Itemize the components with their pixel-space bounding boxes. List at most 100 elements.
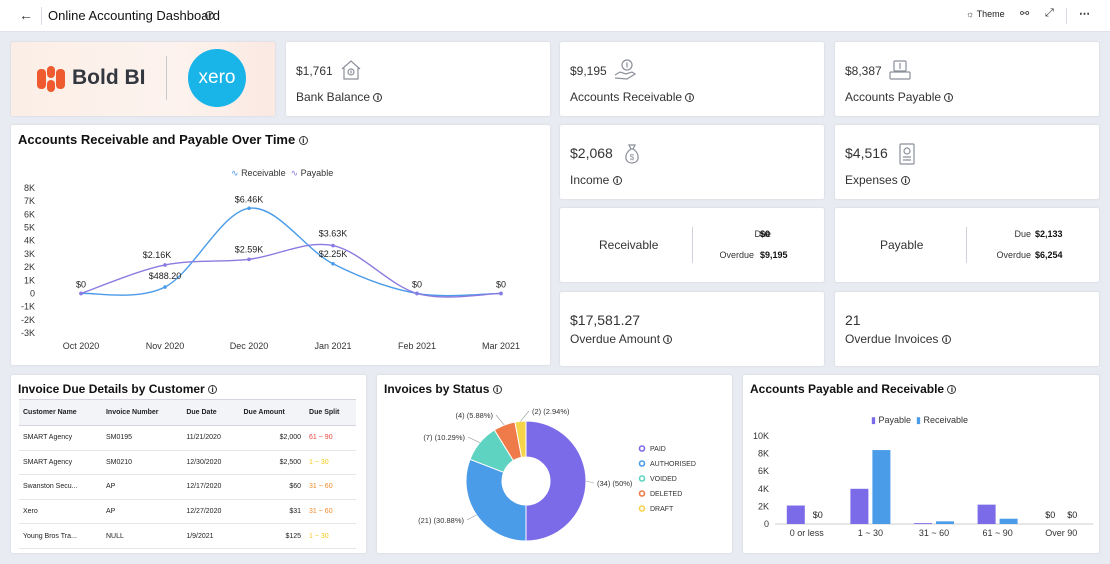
legend-receivable[interactable]: Receivable <box>241 168 286 178</box>
y-tick-label: 3K <box>24 249 35 259</box>
boldbi-logo-text: Bold BI <box>72 66 146 89</box>
receivable-bar <box>872 450 891 524</box>
label-text: Accounts Payable <box>845 90 942 104</box>
back-arrow-icon[interactable]: ← <box>19 7 33 23</box>
table-row[interactable]: Young Bros Tra... NULL 1/9/2021 $125 1 ~ 30 <box>19 523 356 549</box>
table-cell-customer: Swanston Secu... <box>19 474 102 500</box>
legend-marker <box>638 490 646 497</box>
boldbi-logo-icon <box>37 66 65 92</box>
zero-label: $0 <box>1067 510 1077 520</box>
bank-balance-card: $1,761 Bank Balance i <box>286 42 550 116</box>
cash-register-icon <box>888 58 912 82</box>
y-tick-label: 0 <box>30 288 35 298</box>
payable-point <box>331 243 335 248</box>
overdue-amount-value: $17,581.27 <box>570 312 641 328</box>
table-row[interactable]: SMART Agency SM0210 12/30/2020 $2,500 1 ~ 30 <box>19 450 356 476</box>
bank-balance-label: Bank Balance i <box>296 90 383 104</box>
legend-paid: PAID <box>650 446 666 453</box>
link-icon[interactable]: ⚯ <box>1020 8 1030 20</box>
theme-button[interactable]: ☼ Theme <box>966 9 1005 19</box>
info-icon[interactable]: i <box>901 176 911 186</box>
info-icon[interactable]: i <box>208 385 218 395</box>
legend-authorised: AUTHORISED <box>650 461 696 468</box>
invoice-table-title: Invoice Due Details by Customer i <box>18 382 218 396</box>
payable-point <box>163 263 167 267</box>
table-header-row: Customer Name Invoice Number Due Date Du… <box>19 399 356 426</box>
data-label: $488.20 <box>149 271 182 281</box>
table-cell-invoice: AP <box>101 499 183 525</box>
label-text: Bank Balance <box>296 90 371 104</box>
accounts-payable-value: $8,387 <box>845 64 882 78</box>
column-header[interactable]: Invoice Number <box>101 399 183 426</box>
line-chart-legend: ∿ Receivable ∿ Payable <box>231 168 333 179</box>
info-icon[interactable]: i <box>612 176 622 186</box>
info-icon[interactable]: i <box>373 93 383 103</box>
slice-label: (34) (50%) <box>597 479 633 488</box>
info-icon[interactable]: i <box>944 93 954 103</box>
payable-bar <box>786 505 805 524</box>
label-text: Income <box>570 173 610 187</box>
leader-line <box>520 410 530 422</box>
info-icon[interactable]: i <box>492 385 502 395</box>
x-tick-label: Oct 2020 <box>63 341 100 351</box>
table-row[interactable]: Xero AP 12/27/2020 $31 31 ~ 60 <box>19 499 356 525</box>
bar-chart-title: Accounts Payable and Receivable i <box>750 382 957 396</box>
info-icon[interactable]: i <box>685 93 695 103</box>
receivable-bar <box>999 518 1018 524</box>
label-text: Accounts Receivable <box>570 90 683 104</box>
receivable-point <box>331 261 335 266</box>
table-cell-customer: Young Bros Tra... <box>19 523 102 549</box>
table-row[interactable]: SMART Agency SM0195 11/21/2020 $2,000 61 ~ 9… <box>19 425 356 451</box>
legend-payable[interactable]: Payable <box>878 415 911 425</box>
y-tick-label: 2K <box>24 262 35 272</box>
info-icon[interactable]: i <box>941 335 951 345</box>
table-cell-customer: Xero <box>19 499 102 525</box>
hand-coin-icon <box>613 58 637 82</box>
xero-logo: xero <box>188 49 246 107</box>
line-chart-card: Accounts Receivable and Payable Over Tim… <box>11 125 550 365</box>
receivable-legend-icon: ∿ <box>231 168 239 178</box>
table-cell-date: 12/17/2020 <box>182 474 240 500</box>
title-text: Invoice Due Details by Customer <box>18 382 205 396</box>
expenses-card: $4,516 Expenses i <box>835 125 1099 199</box>
info-icon[interactable]: i <box>947 385 957 395</box>
overdue-amount-card: $17,581.27 Overdue Amount i <box>560 292 824 366</box>
slice-label: (4) (5.88%) <box>455 411 493 420</box>
x-tick-label: 0 or less <box>790 528 825 538</box>
overdue-invoices-value: 21 <box>845 312 861 328</box>
table-cell-split: 61 ~ 90 <box>305 425 356 451</box>
info-icon[interactable]: i <box>298 136 308 146</box>
column-header[interactable]: Due Split <box>305 399 356 426</box>
y-tick-label: 1K <box>24 275 35 285</box>
info-icon[interactable]: i <box>663 335 673 345</box>
table-row[interactable]: Swanston Secu... AP 12/17/2020 $60 31 ~ 60 <box>19 474 356 500</box>
receivable-overdue-label: Overdue <box>719 250 754 260</box>
overdue-amount-label: Overdue Amount i <box>570 332 673 346</box>
data-label: $3.63K <box>319 229 348 239</box>
column-header[interactable]: Due Date <box>182 399 240 426</box>
receipt-icon <box>895 142 919 166</box>
column-header[interactable]: Customer Name <box>19 399 102 426</box>
info-icon[interactable]: i <box>205 11 214 20</box>
table-cell-customer: SMART Agency <box>19 450 102 476</box>
divider <box>692 227 693 263</box>
expand-icon[interactable]: ⤢ <box>1045 7 1054 19</box>
table-cell-date: 12/30/2020 <box>182 450 240 476</box>
more-options-icon[interactable]: ⋯ <box>1079 8 1090 20</box>
legend-marker <box>638 445 646 452</box>
legend-payable[interactable]: Payable <box>300 168 334 178</box>
y-tick-label: 4K <box>758 484 769 494</box>
accounts-receivable-card: $9,195 Accounts Receivable i <box>560 42 824 116</box>
y-tick-label: 6K <box>758 466 769 476</box>
column-header[interactable]: Due Amount <box>239 399 306 426</box>
logo-card: Bold BI xero <box>11 42 275 116</box>
data-label: $2.16K <box>143 250 172 260</box>
legend-receivable[interactable]: Receivable <box>923 415 969 425</box>
label-text: Expenses <box>845 173 898 187</box>
line-chart-title: Accounts Receivable and Payable Over Tim… <box>18 132 308 147</box>
accounts-receivable-value: $9,195 <box>570 64 607 78</box>
slice-label: (21) (30.88%) <box>418 516 464 525</box>
data-label: $0 <box>412 279 422 289</box>
table-cell-amount: $60 <box>239 474 306 500</box>
table-cell-amount: $2,000 <box>239 425 306 451</box>
